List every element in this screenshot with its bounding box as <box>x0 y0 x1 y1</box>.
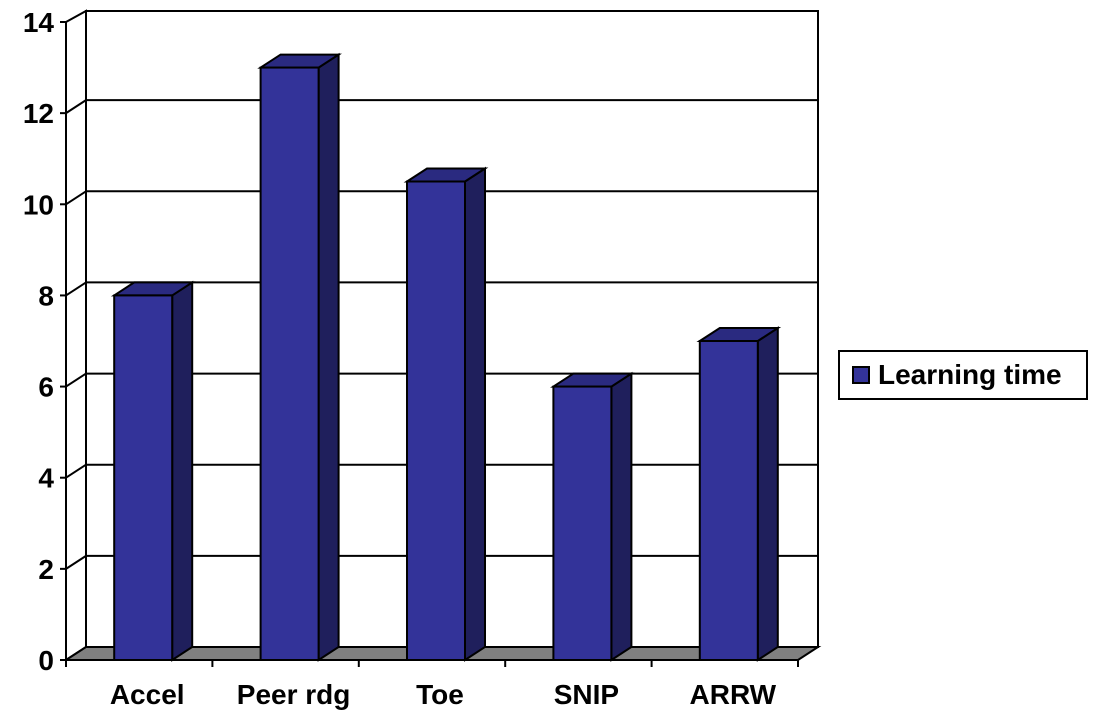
bar <box>406 180 466 661</box>
y-tick-label: 14 <box>23 7 55 38</box>
gridline-side <box>65 463 87 479</box>
x-tick-label: Accel <box>110 679 185 710</box>
y-tick-label: 4 <box>38 463 54 494</box>
bar-side <box>171 280 194 662</box>
bar <box>259 66 320 662</box>
y-tick-label: 8 <box>38 280 54 311</box>
legend-swatch <box>852 366 870 384</box>
bar <box>698 340 759 661</box>
y-tick-label: 2 <box>38 554 54 585</box>
legend-label: Learning time <box>878 359 1062 390</box>
x-tick-label: Peer rdg <box>237 679 351 710</box>
bar <box>552 385 613 661</box>
y-tick-label: 12 <box>23 98 54 129</box>
bar-side <box>317 52 340 662</box>
bar-side <box>756 326 779 662</box>
x-tick-label: SNIP <box>554 679 619 710</box>
gridline-side <box>65 281 87 297</box>
bar-side <box>610 371 633 662</box>
bar <box>113 294 174 661</box>
y-tick-label: 10 <box>23 189 54 220</box>
gridline-side <box>65 99 87 114</box>
y-tick-label: 6 <box>38 372 54 403</box>
bar-side <box>464 166 486 662</box>
x-tick-label: Toe <box>416 679 464 710</box>
x-tick-label: ARRW <box>690 679 777 710</box>
legend: Learning time <box>838 350 1088 400</box>
y-tick-label: 0 <box>38 645 54 676</box>
gridline-side <box>65 372 87 388</box>
gridline-side <box>65 190 87 206</box>
gridline-side <box>65 555 87 570</box>
